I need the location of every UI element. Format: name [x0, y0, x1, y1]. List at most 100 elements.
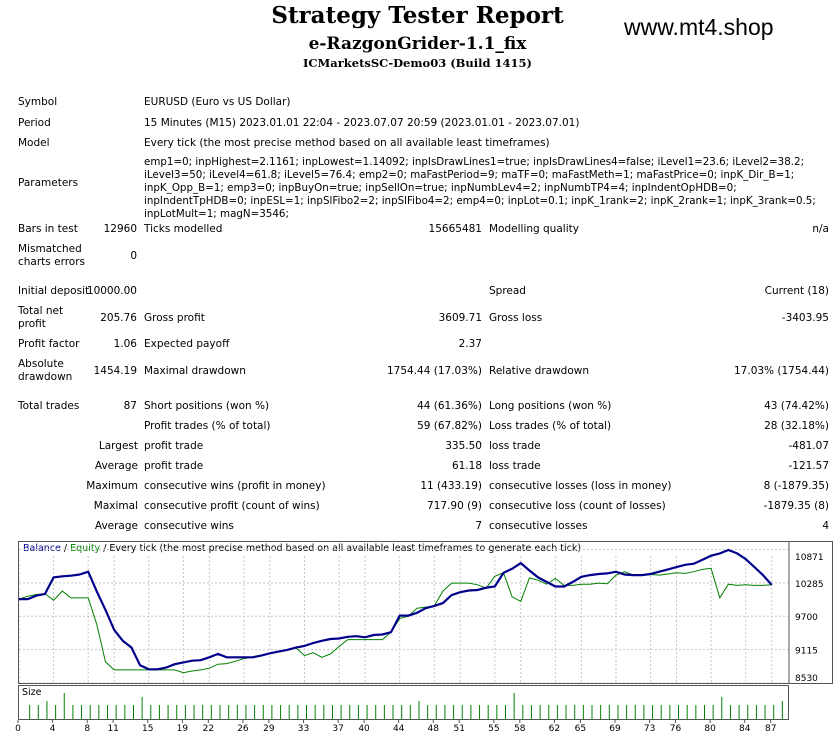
size-chart: Size: [18, 685, 789, 720]
x-tick-label: 62: [549, 724, 560, 734]
absolute-drawdown-label-2: drawdown: [18, 371, 73, 383]
avg-consec-wins-label: consecutive wins: [144, 520, 234, 532]
maximal-consec-loss-value: -1879.35 (8): [763, 500, 829, 512]
quality-value: n/a: [812, 223, 829, 235]
model-value: Every tick (the most precise method base…: [144, 137, 550, 149]
max-consec-losses-label: consecutive losses (loss in money): [489, 480, 672, 492]
equity-line: [19, 567, 772, 674]
maximal-drawdown-label: Maximal drawdown: [144, 365, 246, 377]
average-loss-value: -121.57: [788, 460, 829, 472]
average-consec-label: Average: [94, 520, 138, 532]
x-tick-label: 33: [298, 724, 309, 734]
x-tick-label: 29: [263, 724, 275, 734]
y-tick-label: 8530: [795, 674, 818, 683]
relative-drawdown-value: 17.03% (1754.44): [734, 365, 829, 377]
period-label: Period: [18, 117, 51, 129]
largest-profit-label: profit trade: [144, 440, 204, 452]
gross-loss-value: -3403.95: [781, 312, 829, 324]
x-tick-label: 8: [84, 724, 90, 734]
x-tick-label: 11: [107, 724, 118, 734]
y-tick-label: 10871: [795, 553, 824, 563]
x-tick-label: 4: [50, 724, 56, 734]
watermark-text: www.mt4.shop: [624, 14, 774, 40]
total-trades-value: 87: [123, 400, 137, 412]
average-label: Average: [94, 460, 138, 472]
x-tick-label: 40: [358, 724, 370, 734]
maximal-drawdown-value: 1754.44 (17.03%): [387, 365, 482, 377]
legend-balance: Balance: [23, 543, 61, 554]
balance-line: [19, 548, 773, 671]
ticks-value: 15665481: [428, 223, 482, 235]
ea-name: e-RazgonGrider-1.1_fix: [308, 34, 527, 54]
gross-profit-value: 3609.71: [438, 312, 482, 324]
relative-drawdown-label: Relative drawdown: [489, 365, 590, 377]
avg-consec-losses-label: consecutive losses: [489, 520, 588, 532]
largest-loss-label: loss trade: [489, 440, 541, 452]
y-tick-label: 10285: [795, 580, 824, 590]
loss-trades-value: 28 (32.18%): [764, 420, 829, 432]
chart-plot: 10871 10285 9700 9115 8530: [19, 542, 824, 683]
absolute-drawdown-value: 1454.19: [93, 365, 137, 377]
maximum-label: Maximum: [86, 480, 138, 492]
parameters-label: Parameters: [18, 177, 79, 189]
spread-label: Spread: [489, 285, 526, 297]
bars-value: 12960: [103, 223, 137, 235]
balance-equity-chart: Balance / Equity / Every tick (the most …: [18, 541, 833, 684]
x-tick-label: 19: [177, 724, 189, 734]
ticks-label: Ticks modelled: [144, 223, 223, 235]
quality-label: Modelling quality: [489, 223, 579, 235]
expected-payoff-label: Expected payoff: [144, 338, 230, 350]
x-tick-label: 48: [428, 724, 440, 734]
net-profit-label: Total net: [18, 305, 64, 317]
parameters-value: emp1=0; inpHighest=2.1161; inpLowest=1.1…: [144, 156, 816, 220]
server-build: ICMarketsSC-Demo03 (Build 1415): [303, 56, 532, 70]
average-profit-value: 61.18: [451, 460, 482, 472]
avg-consec-wins-value: 7: [475, 520, 482, 532]
net-profit-value: 205.76: [100, 312, 137, 324]
x-tick-label: 0: [15, 724, 21, 734]
gross-loss-label: Gross loss: [489, 312, 543, 324]
largest-profit-value: 335.50: [445, 440, 482, 452]
bars-label: Bars in test: [18, 223, 78, 235]
deposit-value: 10000.00: [86, 285, 137, 297]
profit-factor-label: Profit factor: [18, 338, 80, 350]
x-axis: 0 4 8 11 15 19 22 26 29 33 37 40 44 48 51 55 58 62 65 69 73 7…: [15, 720, 776, 734]
maximal-label: Maximal: [93, 500, 138, 512]
maximal-consec-profit-value: 717.90 (9): [427, 500, 482, 512]
x-tick-label: 51: [454, 724, 465, 734]
expected-payoff-value: 2.37: [458, 338, 482, 350]
symbol-label: Symbol: [18, 96, 58, 108]
x-tick-label: 73: [644, 724, 655, 734]
largest-loss-value: -481.07: [788, 440, 829, 452]
period-value: 15 Minutes (M15) 2023.01.01 22:04 - 2023…: [144, 117, 580, 129]
x-tick-label: 55: [488, 724, 499, 734]
legend-separator: /: [60, 543, 71, 554]
x-tick-label: 69: [609, 724, 621, 734]
average-loss-label: loss trade: [489, 460, 541, 472]
x-tick-label: 80: [704, 724, 716, 734]
net-profit-label-2: profit: [18, 318, 46, 330]
profit-trades-value: 59 (67.82%): [417, 420, 482, 432]
size-plot: [29, 693, 783, 719]
x-tick-label: 15: [142, 724, 153, 734]
mismatch-label: Mismatched: [18, 243, 82, 255]
x-tick-label: 65: [575, 724, 586, 734]
chart-legend: Balance / Equity / Every tick (the most …: [23, 543, 581, 554]
gross-profit-label: Gross profit: [144, 312, 205, 324]
profit-factor-value: 1.06: [113, 338, 137, 350]
long-positions-label: Long positions (won %): [489, 400, 612, 412]
x-tick-label: 22: [203, 724, 214, 734]
legend-model: / Every tick (the most precise method ba…: [100, 543, 582, 554]
legend-equity: Equity: [70, 543, 101, 554]
mismatch-value: 0: [130, 250, 137, 262]
x-tick-label: 58: [514, 724, 526, 734]
max-consec-wins-value: 11 (433.19): [420, 480, 482, 492]
x-tick-label: 26: [237, 724, 249, 734]
maximal-consec-profit-label: consecutive profit (count of wins): [144, 500, 320, 512]
x-tick-label: 37: [332, 724, 343, 734]
average-profit-label: profit trade: [144, 460, 204, 472]
short-positions-label: Short positions (won %): [144, 400, 270, 412]
size-label: Size: [22, 687, 42, 698]
loss-trades-label: Loss trades (% of total): [489, 420, 612, 432]
mismatch-label-2: charts errors: [18, 256, 85, 268]
